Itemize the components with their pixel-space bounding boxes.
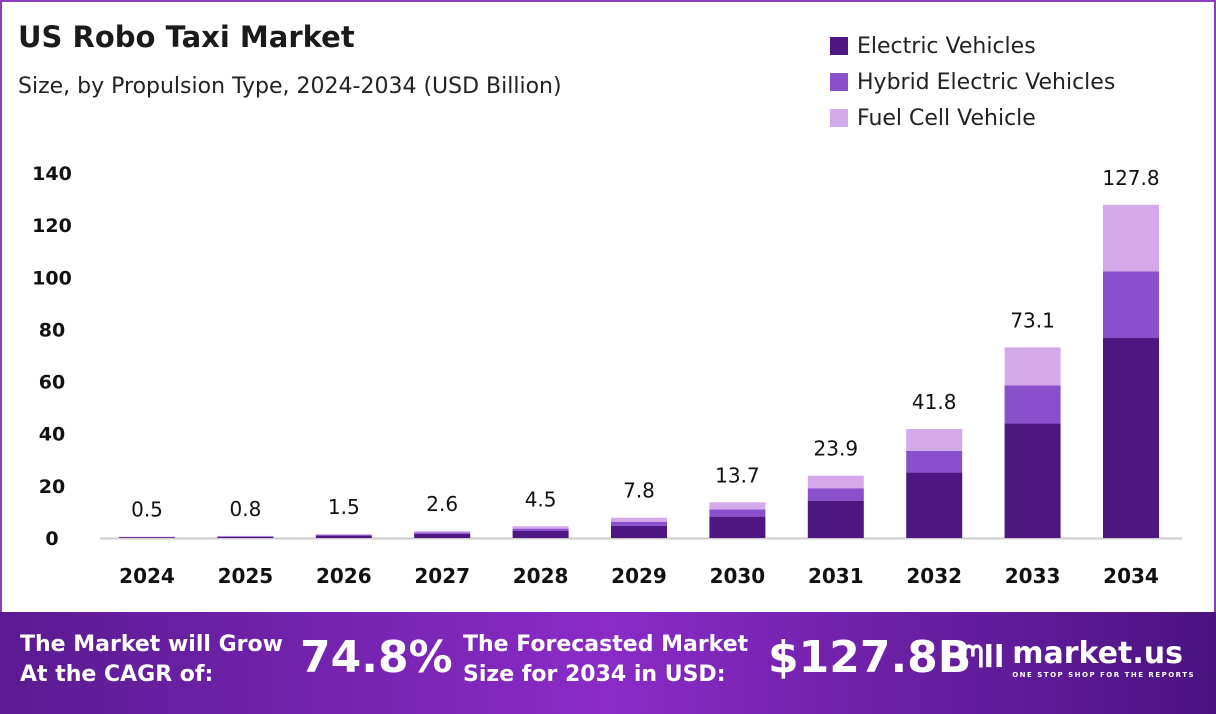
- y-tick-label: 140: [32, 163, 72, 185]
- forecast-value: $127.8B: [768, 632, 972, 683]
- bar-segment: [1004, 347, 1061, 386]
- bar-segment: [414, 531, 471, 533]
- bar-total-label: 1.5: [328, 495, 360, 519]
- bar-segment: [414, 532, 471, 534]
- cagr-value: 74.8%: [300, 632, 453, 683]
- bar-segment: [709, 509, 766, 517]
- y-tick-label: 120: [32, 215, 72, 237]
- bar-segment: [315, 534, 372, 535]
- x-tick-label: 2025: [218, 564, 274, 588]
- bar-segment: [512, 526, 569, 529]
- legend-label: Hybrid Electric Vehicles: [857, 69, 1116, 95]
- bar-segment: [611, 525, 667, 538]
- legend: Electric Vehicles Hybrid Electric Vehicl…: [830, 28, 1115, 136]
- bar-segment: [807, 488, 864, 501]
- legend-swatch: [830, 37, 848, 55]
- legend-swatch: [830, 109, 848, 127]
- x-tick-label: 2028: [513, 564, 569, 588]
- bar-total-label: 4.5: [525, 487, 557, 511]
- y-tick-label: 100: [32, 267, 72, 289]
- x-tick-label: 2031: [808, 564, 864, 588]
- bar-segment: [119, 537, 175, 538]
- bar-segment: [1103, 271, 1159, 339]
- legend-item-hybrid: Hybrid Electric Vehicles: [830, 64, 1115, 100]
- bar-total-label: 23.9: [814, 437, 859, 461]
- bar-segment: [611, 517, 667, 522]
- bar-segment: [315, 535, 372, 538]
- bar-segment: [906, 472, 963, 538]
- forecast-label: The Forecasted Market Size for 2034 in US…: [463, 632, 749, 687]
- bar-segment: [906, 450, 963, 473]
- bar-segment: [414, 533, 471, 538]
- footer-banner: The Market will Grow At the CAGR of: 74.8…: [0, 612, 1216, 714]
- bar-segment: [512, 530, 569, 538]
- bar-total-label: 0.5: [131, 498, 163, 522]
- bar-segment: [709, 502, 766, 510]
- bar-total-label: 0.8: [229, 497, 261, 521]
- bar-segment: [217, 536, 274, 538]
- bar-segment: [807, 500, 864, 538]
- bar-total-label: 7.8: [623, 479, 655, 503]
- bar-segment: [611, 521, 667, 526]
- y-tick-label: 20: [39, 476, 65, 498]
- x-tick-label: 2024: [119, 564, 175, 588]
- bar-total-label: 127.8: [1102, 166, 1159, 190]
- logo-icon: ᘉll: [962, 640, 1005, 675]
- bar-chart: 0 20 40 60 80 100 120 140 0.5 2024 0.8 2025 1.5 2026 2…: [32, 163, 1182, 588]
- bar-segment: [315, 534, 372, 536]
- x-tick-label: 2027: [414, 564, 470, 588]
- legend-label: Electric Vehicles: [857, 33, 1036, 59]
- bar-segment: [906, 429, 963, 451]
- chart-subtitle: Size, by Propulsion Type, 2024-2034 (USD…: [18, 74, 562, 99]
- bar-segment: [807, 475, 864, 489]
- bar-segment: [1103, 338, 1159, 538]
- bar-total-label: 41.8: [912, 390, 957, 414]
- legend-label: Fuel Cell Vehicle: [857, 105, 1036, 131]
- bar-segment: [1103, 204, 1159, 272]
- legend-item-fuel-cell: Fuel Cell Vehicle: [830, 100, 1115, 136]
- x-tick-label: 2034: [1103, 564, 1159, 588]
- y-tick-label: 0: [45, 528, 58, 550]
- legend-item-ev: Electric Vehicles: [830, 28, 1115, 64]
- y-tick-label: 60: [39, 372, 65, 394]
- bar-total-label: 2.6: [426, 492, 458, 516]
- y-tick-label: 40: [39, 424, 65, 446]
- y-tick-label: 80: [39, 319, 65, 341]
- x-tick-label: 2026: [316, 564, 372, 588]
- x-tick-label: 2030: [710, 564, 766, 588]
- x-tick-label: 2033: [1005, 564, 1061, 588]
- bar-segment: [709, 516, 766, 538]
- market-us-logo: ᘉll market.us ONE STOP SHOP FOR THE REPOR…: [962, 636, 1196, 679]
- bar-segment: [1004, 385, 1061, 424]
- bar-total-label: 73.1: [1010, 308, 1055, 332]
- bar-segment: [1004, 423, 1061, 538]
- x-tick-label: 2032: [906, 564, 962, 588]
- bar-total-label: 13.7: [715, 463, 760, 487]
- x-tick-label: 2029: [611, 564, 667, 588]
- chart-title: US Robo Taxi Market: [18, 20, 355, 54]
- cagr-label: The Market will Grow At the CAGR of:: [20, 632, 283, 687]
- legend-swatch: [830, 73, 848, 91]
- bar-segment: [512, 528, 569, 531]
